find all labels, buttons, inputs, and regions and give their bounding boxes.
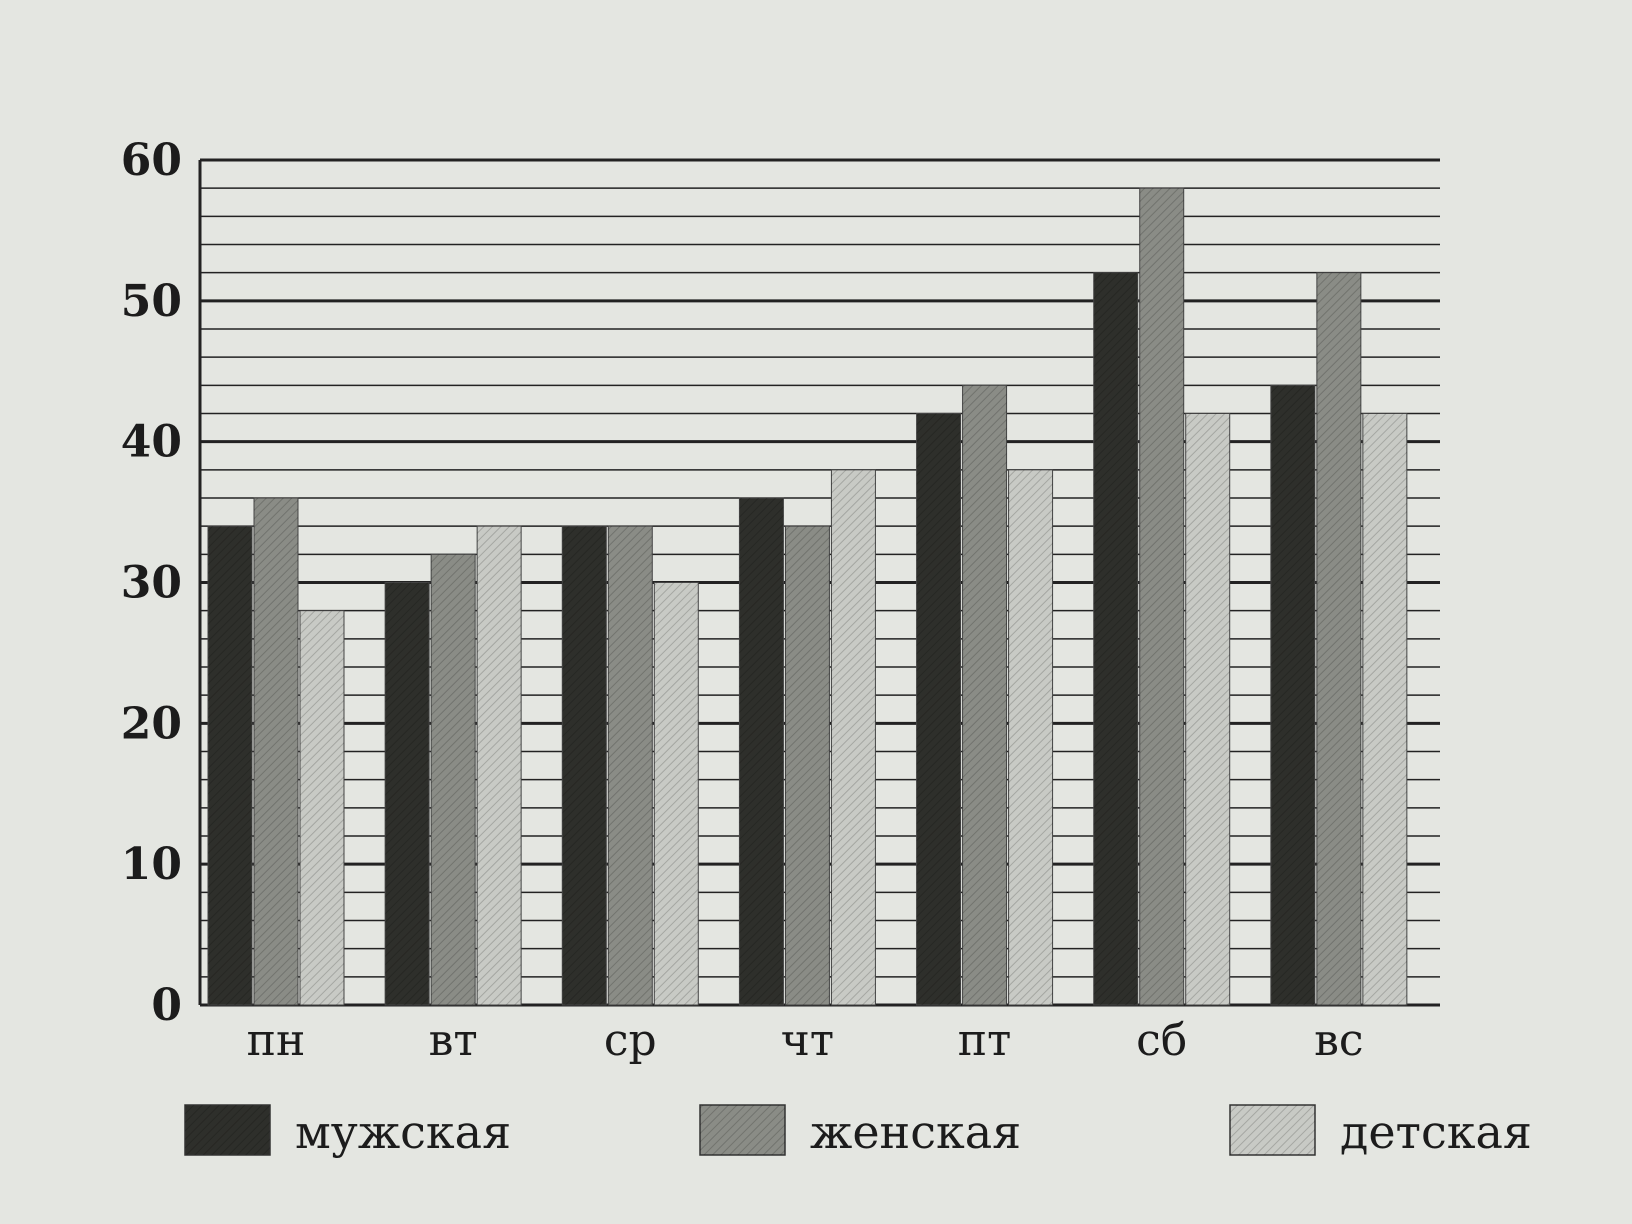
y-tick-label: 0: [151, 980, 182, 1031]
bar-hatch: [962, 385, 1007, 1005]
x-tick-label: пн: [247, 1015, 306, 1066]
x-tick-label: пт: [958, 1015, 1012, 1066]
y-tick-label: 10: [121, 839, 182, 890]
bar-hatch: [208, 526, 252, 1005]
bars: [207, 187, 1408, 1006]
x-tick-label: сб: [1136, 1015, 1187, 1066]
bar-hatch: [254, 498, 298, 1005]
bar-hatch: [431, 554, 476, 1005]
bar-hatch: [739, 498, 784, 1005]
legend-label: мужская: [295, 1105, 511, 1159]
y-tick-label: 20: [121, 698, 182, 749]
bar-hatch: [562, 526, 607, 1005]
y-tick-label: 60: [121, 135, 182, 186]
bar-hatch: [385, 582, 430, 1005]
bar-hatch: [654, 582, 699, 1005]
bar-hatch: [477, 526, 522, 1005]
bar-hatch: [831, 469, 876, 1005]
bar-hatch: [1008, 469, 1053, 1005]
legend-swatch-hatch: [1230, 1105, 1315, 1155]
legend: мужская женская детская: [184, 1104, 1532, 1159]
y-axis-ticks: 0 10 20 30 40 50 60: [121, 135, 182, 1031]
x-tick-label: чт: [781, 1015, 834, 1066]
bar-hatch: [785, 526, 830, 1005]
bar-hatch: [1270, 385, 1315, 1005]
bar-hatch: [1185, 413, 1230, 1005]
y-tick-label: 30: [121, 558, 182, 609]
bar-hatch: [1362, 413, 1407, 1005]
bar-hatch: [1093, 272, 1138, 1006]
bar-hatch: [608, 526, 653, 1005]
bar-hatch: [1139, 188, 1184, 1005]
y-tick-label: 40: [121, 417, 182, 468]
x-tick-label: вс: [1314, 1015, 1363, 1066]
bar-hatch: [916, 413, 961, 1005]
legend-label: детская: [1340, 1105, 1532, 1159]
legend-swatch-hatch: [185, 1105, 270, 1155]
x-tick-label: ср: [604, 1015, 657, 1066]
bar-hatch: [300, 610, 344, 1005]
legend-label: женская: [810, 1105, 1021, 1159]
y-tick-label: 50: [121, 276, 182, 327]
x-axis-labels: пн вт ср чт пт сб вс: [247, 1015, 1364, 1066]
legend-swatch-hatch: [700, 1105, 785, 1155]
x-tick-label: вт: [429, 1015, 478, 1066]
bar-hatch: [1316, 272, 1361, 1006]
